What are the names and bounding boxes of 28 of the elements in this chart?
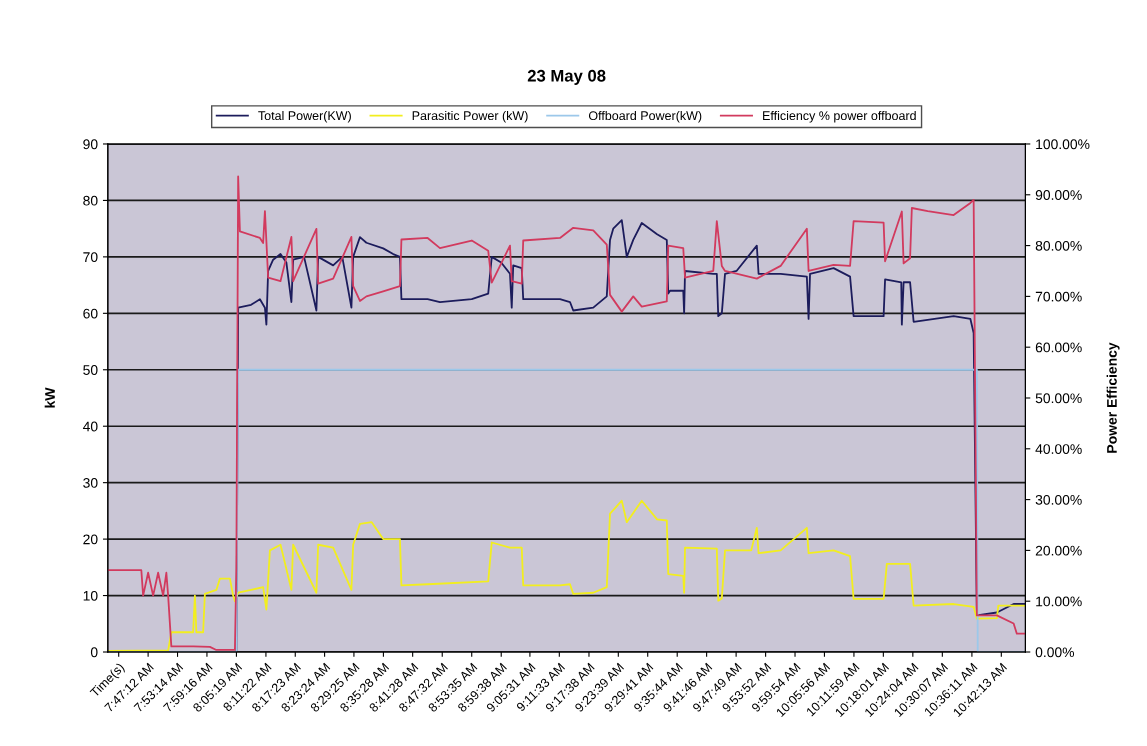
y-tick-label: 10 [83, 590, 98, 601]
y-tick-label: 60 [83, 308, 98, 319]
y-tick-label: 20 [83, 534, 98, 545]
y2-tick-label: 80.00% [1035, 240, 1082, 251]
y-tick-label: 80 [83, 195, 98, 206]
legend-label: Total Power(KW) [258, 110, 351, 123]
y-tick-label: 90 [83, 139, 98, 150]
y2-tick-label: 90.00% [1035, 190, 1082, 200]
y2-tick-label: 100.00% [1036, 139, 1090, 150]
legend-label: Efficiency % power offboard [763, 110, 916, 123]
y-tick-label: 30 [83, 478, 98, 488]
chart-title: 23 May 08 [527, 69, 606, 85]
y2-tick-label: 0.00% [1035, 647, 1075, 658]
y-tick-label: 0 [90, 647, 98, 658]
y2-axis-title: Power Efficiency [1106, 342, 1120, 453]
y2-tick-label: 40.00% [1035, 444, 1082, 454]
y-axis-title: kW [44, 387, 55, 408]
legend-label: Parasitic Power (kW) [412, 110, 528, 123]
y2-tick-label: 10.00% [1036, 596, 1082, 607]
y2-tick-label: 70.00% [1035, 291, 1082, 302]
y-tick-label: 50 [83, 365, 98, 375]
y2-tick-label: 60.00% [1035, 342, 1082, 353]
y-tick-label: 70 [83, 252, 98, 263]
y2-tick-label: 30.00% [1035, 494, 1082, 505]
y2-tick-label: 50.00% [1035, 393, 1082, 404]
legend-label: Offboard Power(kW) [588, 110, 702, 123]
y-tick-label: 40 [82, 421, 98, 432]
y2-tick-label: 20.00% [1035, 545, 1082, 556]
